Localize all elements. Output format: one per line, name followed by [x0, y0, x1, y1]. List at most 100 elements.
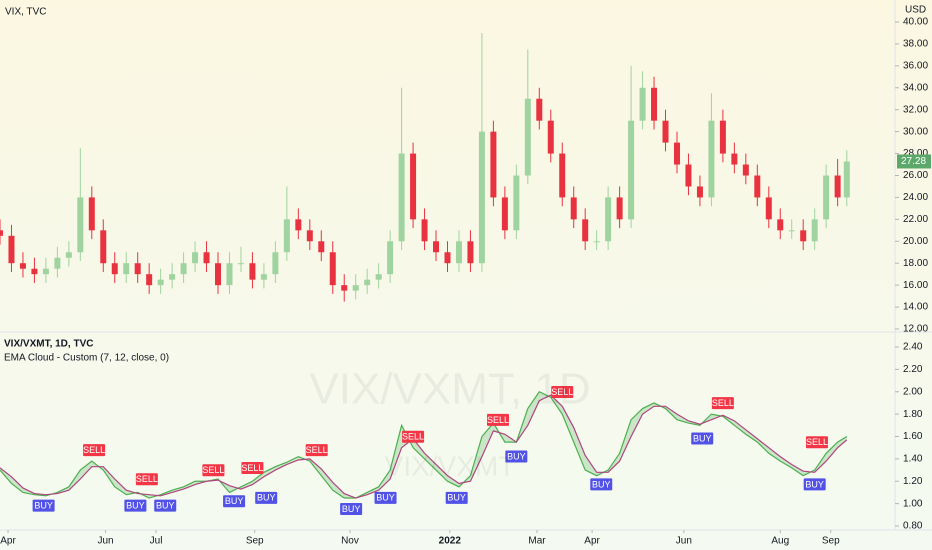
- y-tick-label: 28.00: [903, 148, 928, 159]
- candle-body: [696, 186, 703, 198]
- candle-body: [742, 164, 749, 176]
- candle-body: [19, 263, 26, 269]
- y-tick-label: 38.00: [903, 39, 928, 50]
- signal-label: SELL: [551, 387, 573, 397]
- candle-body: [237, 263, 244, 265]
- candle-body: [834, 175, 841, 198]
- y-tick-label: 30.00: [903, 126, 928, 137]
- signal-label: SELL: [136, 474, 158, 484]
- signal-tag: [374, 491, 397, 504]
- signal-tag: [124, 499, 147, 512]
- candle-body: [111, 263, 118, 275]
- x-tick-label: Jun: [676, 536, 692, 547]
- candle-body: [364, 279, 371, 286]
- candle-body: [157, 279, 164, 286]
- signal-tag: [305, 444, 328, 457]
- signal-label: BUY: [507, 451, 526, 461]
- signal-label: SELL: [487, 415, 509, 425]
- x-tick-label: Apr: [0, 536, 16, 547]
- candle-body: [375, 274, 382, 280]
- y-tick-label: 1.20: [903, 476, 923, 487]
- candle-body: [398, 153, 405, 242]
- y-tick-label: 34.00: [903, 82, 928, 93]
- candle-body: [260, 274, 267, 280]
- candle-body: [800, 230, 807, 242]
- candle-body: [765, 197, 772, 220]
- y-tick-label: 14.00: [903, 302, 928, 313]
- y-tick-label: 22.00: [903, 214, 928, 225]
- candle-body: [146, 274, 153, 286]
- y-tick-label: 26.00: [903, 170, 928, 181]
- signal-label: BUY: [126, 501, 145, 511]
- main-title: VIX, TVC: [5, 7, 47, 18]
- y-tick-label: 1.40: [903, 454, 923, 465]
- y-tick-label: 2.20: [903, 364, 923, 375]
- signal-tag: [83, 444, 106, 457]
- signal-label: BUY: [342, 504, 361, 514]
- signal-tag: [154, 499, 177, 512]
- y-tick-label: 1.00: [903, 498, 923, 509]
- y-tick-label: 0.80: [903, 521, 923, 532]
- signal-label: SELL: [241, 463, 263, 473]
- candle-body: [387, 241, 394, 275]
- signal-tag: [486, 413, 509, 426]
- signal-label: SELL: [202, 465, 224, 475]
- candle-body: [490, 131, 497, 198]
- indicator-title: VIX/VXMT, 1D, TVC: [4, 339, 93, 350]
- x-tick-label: Nov: [341, 536, 359, 547]
- signal-tag: [590, 478, 613, 491]
- x-tick-label: Sep: [246, 536, 264, 547]
- y-tick-label: 2.00: [903, 386, 923, 397]
- x-tick-label: 2022: [439, 536, 462, 547]
- x-tick-label: Jul: [150, 536, 163, 547]
- candle-body: [352, 285, 359, 291]
- signal-label: BUY: [592, 479, 611, 489]
- signal-tag: [805, 436, 828, 449]
- signal-label: BUY: [693, 433, 712, 443]
- candle-body: [31, 268, 38, 275]
- signal-label: BUY: [447, 493, 466, 503]
- signal-label: BUY: [34, 501, 53, 511]
- signal-tag: [551, 385, 574, 398]
- y-tick-label: 20.00: [903, 236, 928, 247]
- candle-body: [226, 263, 233, 286]
- y-tick-label: 2.40: [903, 342, 923, 353]
- ema-cloud: [0, 391, 847, 499]
- candle-body: [42, 268, 49, 275]
- candle-body: [823, 175, 830, 220]
- candle-body: [524, 98, 531, 176]
- indicator-subtitle: EMA Cloud - Custom (7, 12, close, 0): [4, 353, 169, 364]
- ema-line: [0, 394, 848, 499]
- signal-label: SELL: [306, 445, 328, 455]
- signal-tag: [223, 495, 246, 508]
- signal-label: BUY: [257, 493, 276, 503]
- y-tick-label: 18.00: [903, 258, 928, 269]
- y-tick-label: 12.00: [903, 324, 928, 335]
- candle-body: [536, 98, 543, 121]
- candle-body: [341, 285, 348, 291]
- last-price-tag: [897, 154, 931, 169]
- candle-body: [570, 197, 577, 220]
- signal-label: BUY: [376, 493, 395, 503]
- signal-label: SELL: [402, 432, 424, 442]
- y-tick-label: 1.80: [903, 409, 923, 420]
- candle-body: [593, 241, 600, 243]
- signal-tag: [241, 462, 264, 475]
- signal-tag: [32, 499, 55, 512]
- candle-body: [605, 197, 612, 242]
- candle-body: [582, 219, 589, 242]
- signal-label: SELL: [806, 437, 828, 447]
- candle-body: [65, 252, 72, 258]
- candle-body: [662, 120, 669, 143]
- candle-body: [0, 230, 3, 236]
- candle-body: [455, 241, 462, 264]
- candle-body: [203, 252, 210, 264]
- candle-body: [295, 219, 302, 231]
- signal-tag: [505, 450, 528, 463]
- candle-body: [651, 87, 658, 121]
- candle-body: [54, 257, 61, 269]
- candle-body: [559, 153, 566, 198]
- x-tick-label: Mar: [528, 536, 546, 547]
- candle-body: [215, 263, 222, 286]
